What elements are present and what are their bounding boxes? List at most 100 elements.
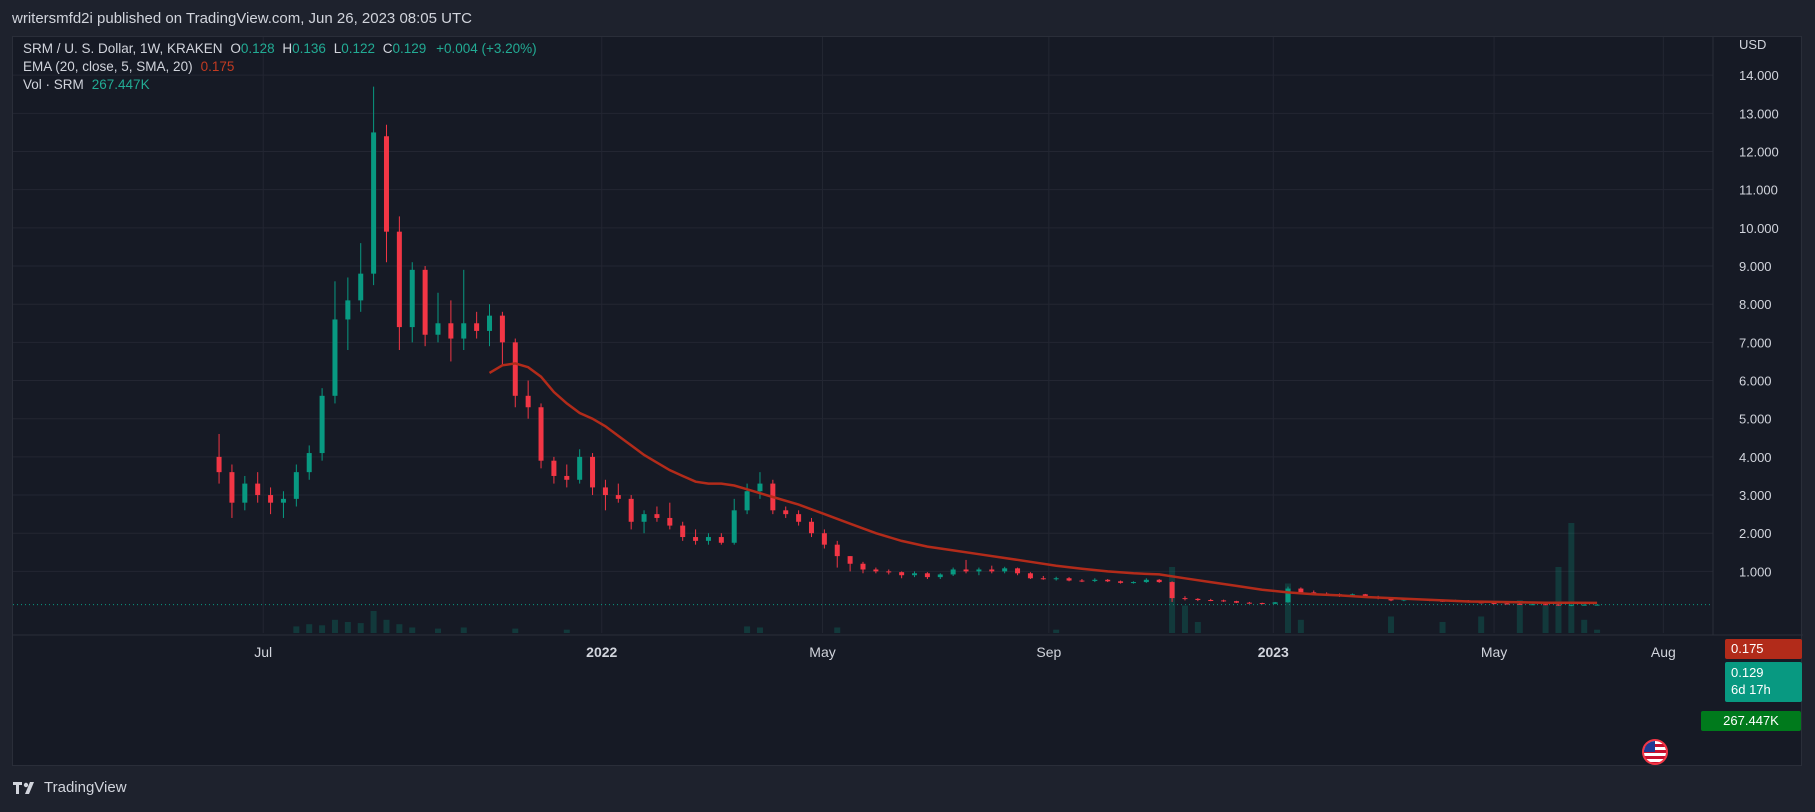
candle-body bbox=[216, 456, 222, 473]
ema-line bbox=[488, 362, 1598, 605]
candle-body bbox=[680, 525, 686, 538]
candle-body bbox=[873, 569, 879, 572]
candle bbox=[628, 495, 634, 530]
candle bbox=[615, 483, 621, 503]
volume-bar bbox=[1439, 622, 1446, 633]
candle bbox=[1221, 599, 1227, 602]
candle-body bbox=[448, 323, 454, 339]
legend-ohlc: SRM / U. S. Dollar, 1W, KRAKEN O0.128 H0… bbox=[23, 41, 537, 56]
candle-body bbox=[808, 521, 814, 534]
legend-o-value: 0.128 bbox=[240, 41, 275, 56]
candle bbox=[461, 269, 467, 350]
candle bbox=[590, 453, 596, 496]
time-tick-label: Jul bbox=[254, 644, 272, 660]
volume-bar bbox=[1478, 616, 1485, 633]
volume-bar bbox=[1542, 605, 1549, 633]
candle-body bbox=[1246, 602, 1252, 604]
candle bbox=[487, 304, 493, 347]
candle-body bbox=[847, 556, 853, 564]
price-tick-label: 1.000 bbox=[1739, 564, 1772, 579]
candle bbox=[1555, 604, 1561, 606]
candle-body bbox=[1066, 578, 1072, 581]
candle-body bbox=[1002, 568, 1008, 572]
candle-body bbox=[1504, 603, 1510, 605]
tradingview-logo[interactable]: TradingView bbox=[12, 779, 127, 796]
candle-body bbox=[590, 456, 596, 488]
candle bbox=[924, 572, 930, 580]
candle-body bbox=[1208, 600, 1214, 602]
volume-bar bbox=[319, 625, 326, 633]
volume-bar bbox=[1581, 619, 1588, 633]
candle-body bbox=[422, 269, 428, 335]
tradingview-logo-icon bbox=[13, 781, 34, 794]
candle-body bbox=[744, 491, 750, 511]
candle-body bbox=[821, 533, 827, 545]
legend-c-label: C bbox=[382, 41, 393, 56]
candle bbox=[422, 266, 428, 347]
candle-body bbox=[705, 537, 711, 541]
candle-body bbox=[834, 544, 840, 557]
candle-body bbox=[1543, 604, 1549, 606]
candle-body bbox=[1156, 579, 1162, 583]
volume-bar bbox=[1285, 583, 1291, 633]
candle bbox=[1594, 604, 1600, 606]
candle bbox=[602, 479, 608, 511]
volume-badge: 267.447K bbox=[1701, 711, 1801, 731]
candle bbox=[899, 571, 905, 579]
candle-body bbox=[989, 569, 995, 572]
legend-ema-label: EMA (20, close, 5, SMA, 20) bbox=[23, 59, 193, 74]
candle-body bbox=[937, 574, 943, 578]
candle bbox=[280, 491, 286, 518]
candle-body bbox=[1555, 604, 1561, 606]
candle bbox=[783, 506, 789, 518]
candle bbox=[358, 243, 364, 312]
candle-body bbox=[976, 569, 982, 572]
price-tick-label: 12.000 bbox=[1739, 145, 1779, 160]
candle-body bbox=[693, 537, 699, 541]
candle-body bbox=[1272, 602, 1278, 604]
candle bbox=[667, 502, 673, 530]
candle-body bbox=[1182, 598, 1188, 600]
candle-body bbox=[1388, 598, 1394, 601]
volume-bar bbox=[460, 627, 467, 633]
price-chart[interactable]: 1.000 2.000 3.000 4.000 5.000 6.000 7.000 8.000… bbox=[13, 37, 1803, 767]
candle-body bbox=[332, 319, 338, 396]
candle bbox=[474, 311, 480, 339]
legend-ema[interactable]: EMA (20, close, 5, SMA, 20) 0.175 bbox=[23, 59, 234, 74]
candle bbox=[383, 124, 389, 263]
candle-body bbox=[1092, 579, 1098, 581]
candle-body bbox=[1195, 598, 1201, 601]
volume-bar bbox=[1181, 605, 1188, 633]
legend-change: +0.004 (+3.20%) bbox=[436, 41, 537, 56]
chart-pane[interactable]: 1.000 2.000 3.000 4.000 5.000 6.000 7.000 8.000… bbox=[12, 36, 1803, 767]
volume-bar bbox=[1388, 616, 1395, 633]
candle-body bbox=[912, 573, 918, 576]
candle bbox=[808, 517, 814, 538]
us-flag-icon[interactable] bbox=[1642, 739, 1668, 765]
price-tick-label: 5.000 bbox=[1739, 412, 1772, 427]
legend-ema-value: 0.175 bbox=[200, 59, 235, 74]
candle bbox=[242, 475, 248, 511]
volume-bar bbox=[357, 623, 364, 633]
candle bbox=[1092, 578, 1098, 583]
candle-body bbox=[899, 572, 905, 576]
price-tick-label: 3.000 bbox=[1739, 488, 1772, 503]
candle-body bbox=[860, 563, 866, 570]
candle-body bbox=[654, 514, 660, 518]
candle-body bbox=[1311, 592, 1317, 594]
candle bbox=[396, 216, 402, 350]
candle-body bbox=[255, 483, 261, 496]
candle-body bbox=[886, 571, 892, 573]
candle-body bbox=[461, 323, 467, 339]
candle-body bbox=[950, 569, 956, 575]
candle-body bbox=[757, 483, 763, 492]
candle bbox=[693, 529, 699, 545]
candle-body bbox=[1169, 582, 1175, 599]
candle-body bbox=[499, 315, 505, 343]
legend-volume[interactable]: Vol · SRM 267.447K bbox=[23, 77, 150, 92]
legend-vol-label: Vol · SRM bbox=[23, 77, 84, 92]
candle bbox=[577, 449, 583, 484]
candle bbox=[1233, 600, 1239, 604]
candle-body bbox=[525, 395, 531, 408]
candle bbox=[1517, 603, 1523, 605]
